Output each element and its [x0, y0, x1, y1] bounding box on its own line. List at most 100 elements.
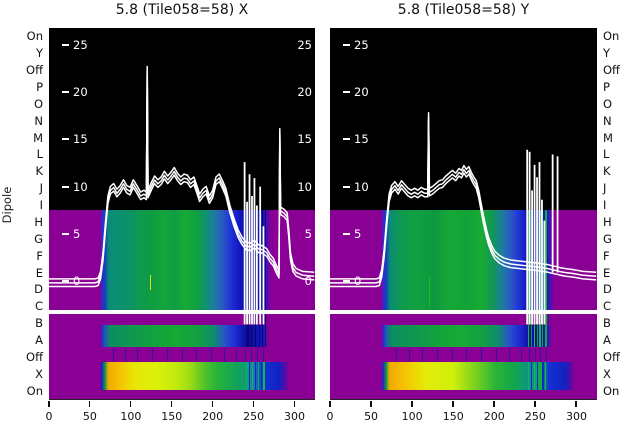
x-tick-mark [534, 401, 536, 407]
dipole-label: K [35, 164, 43, 179]
spectrum-trace-X [49, 28, 315, 399]
dipole-label: D [603, 282, 612, 297]
dipole-label: L [36, 147, 43, 162]
value-tick-mark [62, 43, 69, 46]
value-tick-label: 25 [73, 37, 88, 52]
heatmap-stripe [408, 347, 410, 362]
dipole-label: B [603, 316, 611, 331]
heatmap-stripe [261, 210, 264, 347]
heatmap-stripe [251, 362, 254, 391]
value-tick-label: 0 [73, 273, 81, 288]
dipole-label: B [35, 316, 43, 331]
heatmap-stripe [264, 210, 266, 347]
dipole-label: M [603, 130, 613, 145]
dipole-label: G [34, 231, 43, 246]
x-tick-label: 0 [45, 410, 53, 423]
heatmap-stripe [150, 289, 152, 307]
dipole-label: A [603, 332, 611, 347]
x-axis-left: 0 50 100 150 200 250 300 [46, 399, 315, 429]
value-tick-label-right: 5 [304, 226, 312, 241]
value-tick-label: 15 [73, 132, 88, 147]
heatmap-stripe [536, 362, 538, 391]
dipole-label: K [603, 164, 611, 179]
dipole-label: E [35, 265, 43, 280]
heatmap-stripe [260, 362, 262, 391]
dipole-label: On [603, 383, 620, 398]
heatmap-stripe [528, 347, 530, 362]
dipole-label: O [603, 96, 613, 111]
dipole-label: N [603, 113, 612, 128]
heatmap-stripe [466, 347, 468, 362]
heatmap-stripe [429, 276, 431, 307]
x-tick-label: 300 [284, 410, 306, 423]
dipole-label: O [33, 96, 43, 111]
heatmap-stripe [257, 362, 259, 391]
x-tick-label: 100 [401, 410, 423, 423]
value-tick-mark [343, 43, 350, 46]
x-tick-label: 50 [364, 410, 379, 423]
x-tick-mark [493, 401, 495, 407]
x-tick-mark [88, 401, 91, 407]
value-tick-mark [62, 279, 69, 282]
value-tick-label: 20 [73, 85, 88, 100]
x-tick-mark [170, 401, 173, 407]
heatmap-stripe [256, 347, 258, 362]
x-tick-mark [411, 401, 413, 407]
heatmap-stripe [254, 362, 256, 391]
heatmap-stripe [540, 347, 542, 362]
x-tick-label: 200 [202, 410, 224, 423]
x-tick-label: 150 [442, 410, 464, 423]
x-tick-label: 200 [483, 410, 505, 423]
dipole-label: J [39, 181, 43, 196]
value-tick-label-right: 15 [297, 132, 312, 147]
x-tick-label: 250 [524, 410, 546, 423]
value-tick-mark [62, 91, 69, 94]
heatmap-stripe [211, 347, 212, 362]
dipole-labels-right: On Y Off P O N M L K J I H G F E D C B A Off X On [601, 28, 640, 399]
heatmap-stripe [258, 210, 260, 347]
heatmap-stripe [422, 347, 423, 362]
dipole-label: I [603, 198, 607, 213]
heatmap-stripe [181, 347, 183, 362]
heatmap-stripe [263, 362, 265, 391]
heatmap-stripe [436, 347, 438, 362]
value-tick-mark [62, 232, 69, 235]
heatmap-stripe [137, 347, 139, 362]
value-tick-label: 10 [354, 179, 369, 194]
heatmap-stripe [530, 362, 532, 391]
heatmap-stripe [235, 347, 237, 362]
value-tick-label: 25 [354, 37, 369, 52]
heatmap-stripe [542, 362, 544, 391]
dipole-label: J [603, 181, 607, 196]
dipole-label: On [603, 29, 620, 44]
value-tick-label: 5 [73, 226, 81, 241]
heatmap-stripe [539, 362, 541, 391]
value-tick-mark [62, 185, 69, 188]
panel-x-title: 5.8 (Tile058=58) X [115, 2, 249, 18]
value-tick-label: 10 [73, 179, 88, 194]
dipole-label: P [603, 80, 610, 95]
value-tick-label: 20 [354, 85, 369, 100]
dipole-labels-left: On Y Off P O N M L K J I H G F E D C B A Off X On [0, 28, 46, 399]
dipole-label: E [603, 265, 611, 280]
heatmap-stripe [509, 347, 510, 362]
dipole-label: On [26, 29, 43, 44]
heatmap-white-row-line [330, 309, 597, 315]
heatmap-band-row-a-band [330, 325, 597, 347]
dipole-label: F [603, 248, 610, 263]
dipole-label: Off [603, 349, 620, 364]
value-tick-label-right: 10 [297, 179, 312, 194]
heatmap-stripe [545, 210, 547, 347]
heatmap-stripe [150, 274, 152, 290]
x-tick-mark [329, 401, 331, 407]
heatmap-stripe [527, 362, 530, 391]
value-tick-mark [62, 138, 69, 141]
heatmap-stripe [262, 347, 264, 362]
spectrum-trace-Y [330, 28, 597, 399]
dipole-label: L [603, 147, 610, 162]
heatmap-stripe [548, 210, 549, 347]
heatmap-stripe [545, 362, 547, 391]
dipole-label: Off [603, 63, 620, 78]
heatmap-stripe [520, 347, 522, 362]
